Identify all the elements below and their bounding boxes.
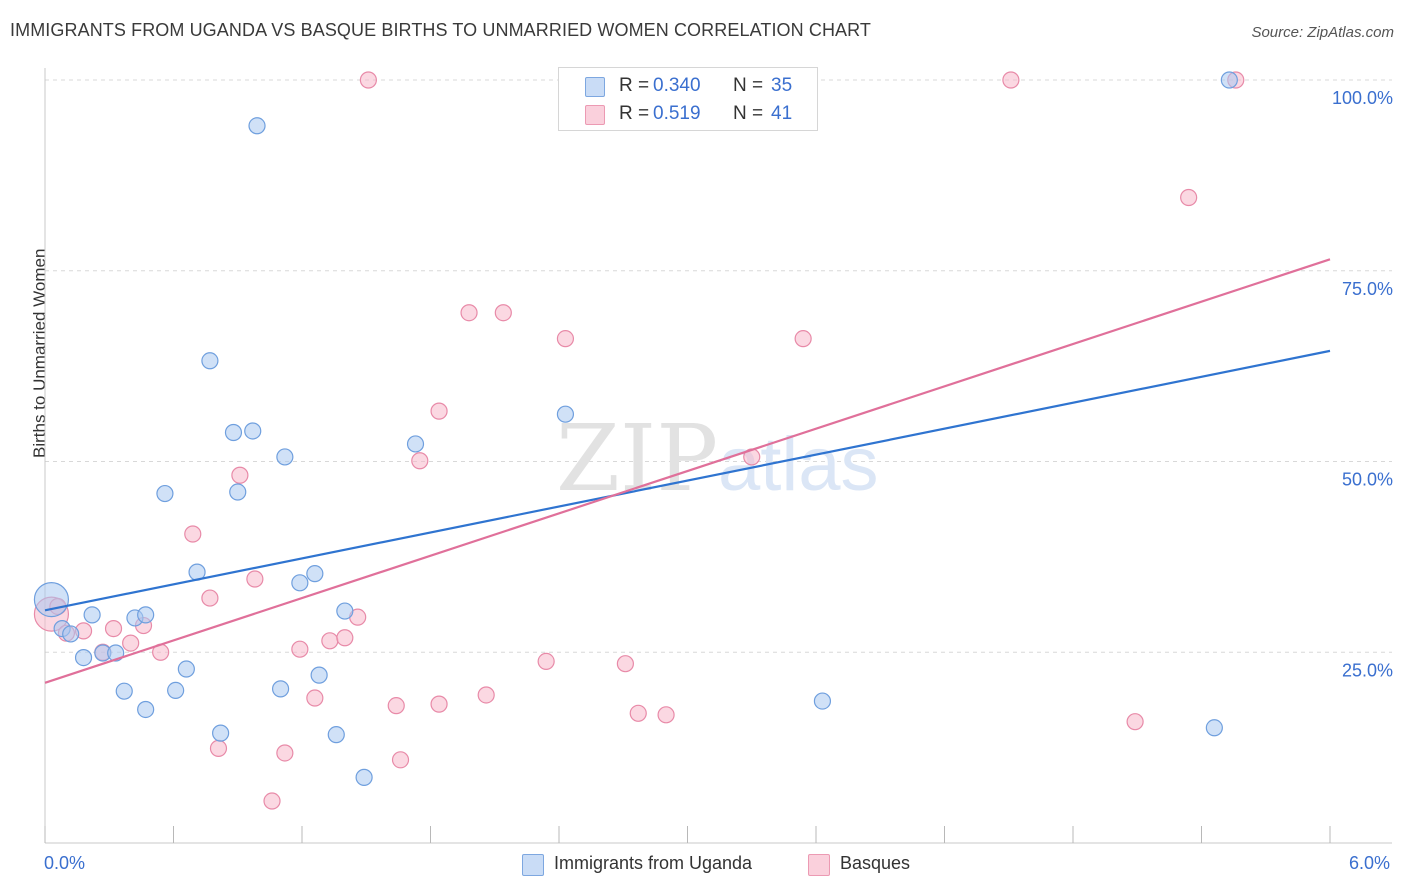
y-tick-label: 25.0% (1342, 660, 1393, 680)
basques-point (263, 792, 281, 810)
basques-point (477, 686, 495, 704)
legend-label-basques: Basques (840, 853, 911, 873)
uganda-point (310, 666, 328, 684)
uganda-point (271, 680, 290, 698)
basques-point (201, 589, 219, 607)
basques-point (391, 751, 410, 769)
uganda-point (306, 565, 324, 583)
n-label: N = (733, 103, 764, 124)
x-tick-label-max: 6.0% (1349, 853, 1391, 873)
uganda-point (406, 435, 425, 453)
y-tick-label: 50.0% (1342, 470, 1393, 490)
y-tick-label: 100.0% (1332, 88, 1393, 108)
x-tick-label-min: 0.0% (44, 853, 86, 873)
uganda-point (336, 602, 354, 620)
uganda-point (355, 768, 373, 786)
basques-point (629, 704, 647, 722)
basques-swatch (585, 105, 605, 125)
uganda-point (33, 582, 70, 618)
basques-point (276, 744, 294, 762)
stats-legend: R = 0.340 N = 35 R = 0.519 N = 41 (558, 67, 818, 131)
basques-trend-line (44, 258, 1331, 684)
watermark-zip: ZIP (556, 405, 718, 512)
chart-title: IMMIGRANTS FROM UGANDA VS BASQUE BIRTHS … (10, 20, 872, 40)
basques-point (231, 466, 249, 484)
basques-point (336, 629, 354, 647)
uganda-point (137, 700, 155, 719)
basques-point (537, 652, 555, 671)
watermark: ZIP atlas (556, 405, 879, 512)
basques-point (291, 640, 309, 658)
basques-point (1126, 713, 1144, 731)
legend-label-uganda: Immigrants from Uganda (554, 853, 753, 873)
basques-point (387, 697, 405, 715)
basques-point (616, 655, 634, 673)
uganda-point (137, 606, 155, 624)
axes (44, 68, 1392, 844)
uganda-point (74, 648, 93, 667)
basques-point (321, 632, 339, 650)
basques-point (494, 304, 512, 322)
uganda-point (201, 352, 219, 370)
uganda-point (1205, 719, 1223, 737)
y-tick-label: 75.0% (1342, 279, 1393, 299)
basques-point (306, 689, 324, 707)
uganda-point (115, 682, 133, 700)
basques-legend-swatch (808, 854, 830, 876)
basques-point (411, 452, 429, 470)
basques-point (1180, 188, 1198, 207)
n-value: 41 (771, 103, 793, 124)
basques-point (460, 304, 478, 322)
uganda-point (556, 405, 575, 423)
basques-point (1002, 71, 1020, 89)
n-value: 35 (771, 75, 793, 96)
uganda-point (212, 724, 230, 742)
r-label: R = (619, 103, 650, 124)
uganda-point (276, 448, 294, 466)
basques-point (104, 619, 123, 638)
uganda-point (1220, 71, 1238, 89)
trend-lines (44, 258, 1331, 684)
basques-point (122, 634, 140, 652)
uganda-point (224, 423, 243, 442)
uganda-point (177, 660, 195, 678)
r-value: 0.340 (653, 75, 701, 96)
basques-point (246, 570, 264, 588)
watermark-atlas: atlas (718, 422, 879, 507)
r-value: 0.519 (653, 103, 701, 124)
basques-point (657, 706, 675, 724)
basques-point (556, 330, 575, 348)
y-tick-labels: 25.0% 50.0% 75.0% 100.0% (1332, 88, 1393, 680)
n-label: N = (733, 75, 764, 96)
uganda-point (167, 681, 185, 700)
uganda-point (229, 483, 247, 501)
uganda-point (244, 422, 262, 440)
r-label: R = (619, 75, 650, 96)
uganda-point (248, 117, 266, 135)
uganda-point (327, 726, 345, 744)
basques-point (430, 402, 448, 420)
basques-point (794, 330, 812, 348)
uganda-point (156, 484, 174, 503)
uganda-point (291, 574, 309, 592)
source-label: Source: ZipAtlas.com (1251, 24, 1394, 41)
basques-point (184, 525, 202, 543)
basques-point (359, 71, 377, 89)
basques-point (209, 739, 228, 757)
basques-point (430, 695, 448, 713)
uganda-point (83, 606, 101, 624)
uganda-point (62, 625, 80, 643)
uganda-swatch (585, 77, 605, 97)
uganda-legend-swatch (522, 854, 544, 876)
uganda-trend-line (44, 349, 1331, 612)
uganda-point (813, 692, 832, 710)
grid-lines (45, 79, 1392, 653)
